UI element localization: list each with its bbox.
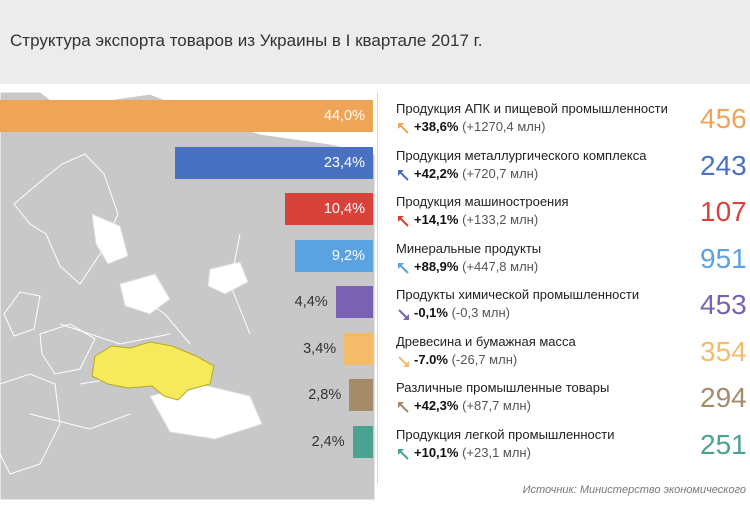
category-row: Продукция металлургического комплекса +42… (396, 148, 750, 194)
export-value: 294 (700, 382, 747, 413)
change-absolute: (-26,7 млн) (451, 351, 518, 367)
change-absolute: (+133,2 млн) (462, 212, 539, 227)
bar (284, 193, 373, 225)
change-text: +42,3% (+87,7 млн) (414, 398, 531, 413)
category-label: Различные промышленные товары (396, 380, 610, 395)
category-row: Продукция АПК и пищевой промышленности +3… (396, 101, 750, 147)
change-percent: +42,2% (414, 165, 459, 181)
category-label: Продукция металлургического комплекса (396, 147, 647, 163)
change-text: -7.0% (-26,7 млн) (414, 352, 517, 367)
arrow-up-left-icon (398, 402, 409, 413)
arrow-up-left-icon (398, 262, 409, 274)
export-value: 251 (700, 428, 747, 460)
category-label: Продукция АПК и пищевой промышленности (396, 101, 668, 116)
category-row: Продукция легкой промышленности +10,1% (+… (396, 427, 750, 473)
category-row: Древесина и бумажная масса -7.0% (-26,7 м… (396, 334, 750, 380)
bar-value-label: 23,4% (323, 154, 365, 171)
bar (0, 100, 373, 132)
change-percent: +88,9% (414, 258, 459, 274)
bar-value-label: 4,4% (294, 294, 328, 310)
bar-value-label: 9,2% (331, 247, 365, 264)
source-note: Источник: Министерство экономического (522, 484, 746, 496)
arrow-up-left-icon (398, 123, 409, 134)
change-absolute: (+447,8 млн) (462, 258, 539, 274)
change-absolute: (+23,1 млн) (462, 444, 531, 460)
category-label: Продукция легкой промышленности (396, 426, 615, 442)
ukraine-shape (91, 341, 215, 401)
change-text: -0,1% (-0,3 млн) (414, 305, 510, 320)
bar (174, 146, 373, 179)
change-percent: -7.0% (414, 351, 448, 367)
bar (344, 332, 373, 365)
change-absolute: (+87,7 млн) (462, 398, 531, 413)
change-percent: +10,1% (414, 444, 459, 460)
category-label: Продукты химической промышленности (396, 287, 640, 302)
export-value: 456 (700, 103, 747, 134)
bar (349, 379, 373, 411)
change-text: +88,9% (+447,8 млн) (414, 259, 538, 274)
divider (377, 92, 378, 484)
change-absolute: (+720,7 млн) (462, 165, 539, 181)
category-label: Древесина и бумажная масса (396, 333, 576, 349)
header: Структура экспорта товаров из Украины в … (0, 0, 750, 84)
change-text: +38,6% (+1270,4 млн) (414, 119, 545, 134)
export-value: 354 (700, 335, 747, 367)
category-row: Различные промышленные товары +42,3% (+87… (396, 380, 750, 426)
bar (335, 286, 373, 318)
category-row: Продукты химической промышленности -0,1% … (396, 287, 750, 333)
category-label: Минеральные продукты (396, 240, 542, 256)
change-percent: -0,1% (414, 305, 448, 320)
export-value: 453 (700, 289, 747, 320)
bar-value-label: 2,4% (311, 433, 345, 450)
bar (352, 425, 373, 458)
category-row: Продукция машиностроения +14,1% (+133,2 м… (396, 194, 750, 240)
chart-title: Структура экспорта товаров из Украины в … (10, 31, 483, 50)
change-text: +42,2% (+720,7 млн) (414, 166, 538, 181)
change-percent: +42,3% (414, 398, 459, 413)
arrow-down-right-icon (398, 355, 409, 367)
bar (295, 239, 373, 272)
export-value: 243 (700, 149, 747, 181)
arrow-up-left-icon (398, 448, 409, 460)
category-label: Продукция машиностроения (396, 194, 569, 209)
bar-value-label: 2,8% (308, 387, 342, 403)
export-value: 951 (700, 242, 747, 274)
change-absolute: (+1270,4 млн) (462, 119, 546, 134)
category-row: Минеральные продукты +88,9% (+447,8 млн) 9… (396, 241, 750, 287)
change-percent: +14,1% (414, 212, 459, 227)
change-text: +14,1% (+133,2 млн) (414, 212, 538, 227)
change-text: +10,1% (+23,1 млн) (414, 445, 531, 460)
europe-map-graphic (0, 91, 376, 501)
arrow-down-right-icon (398, 309, 409, 320)
change-percent: +38,6% (414, 119, 459, 134)
bar-value-label: 3,4% (303, 340, 337, 357)
export-value: 107 (700, 196, 747, 227)
arrow-up-left-icon (398, 169, 409, 181)
bar-value-label: 44,0% (323, 108, 365, 124)
arrow-up-left-icon (398, 216, 409, 227)
bar-value-label: 10,4% (323, 201, 365, 217)
change-absolute: (-0,3 млн) (451, 305, 510, 320)
